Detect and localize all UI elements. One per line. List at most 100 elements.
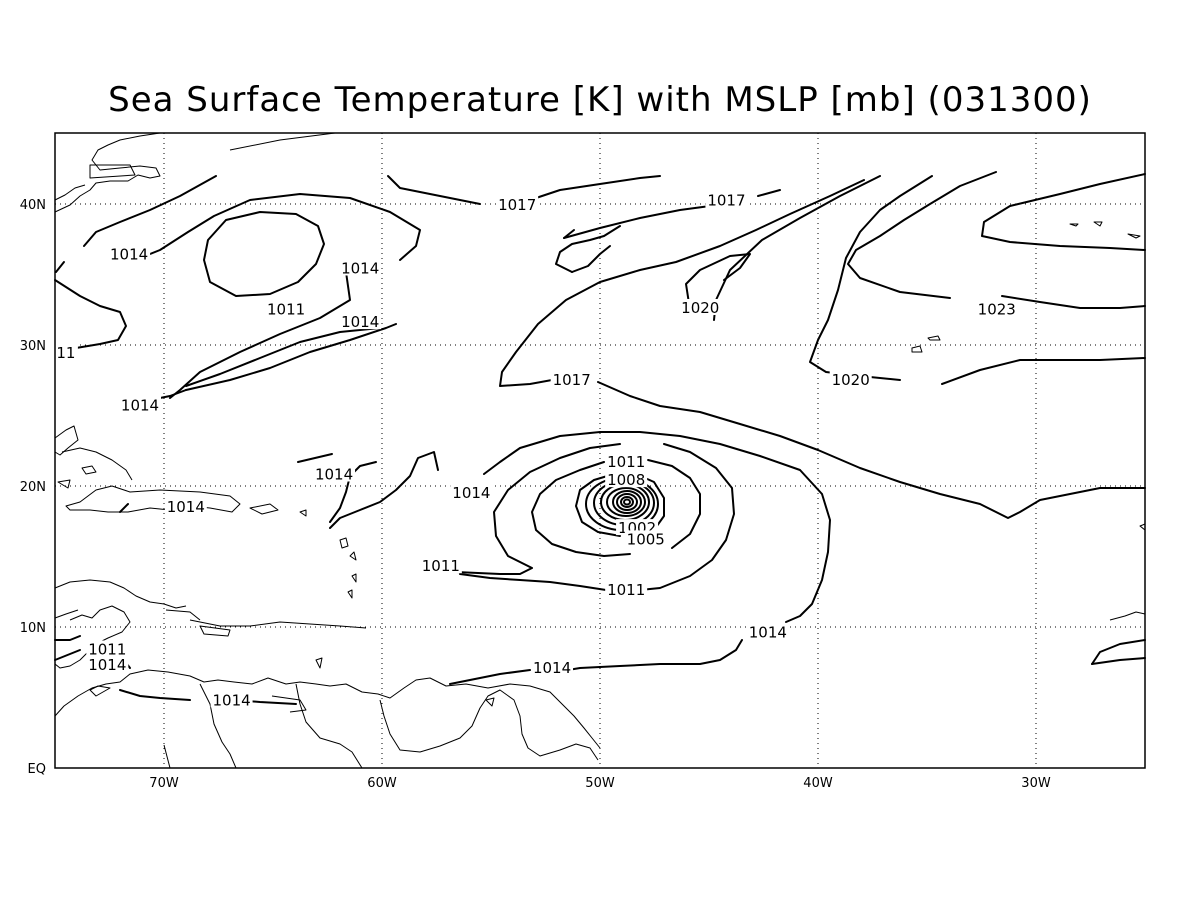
isobar-label-background (339, 259, 382, 276)
isobar-label: 1014 (313, 465, 356, 483)
isobar-label-text: 1014 (749, 624, 787, 642)
isobar-label-text: 1017 (707, 192, 745, 210)
isobar-label-background (705, 191, 748, 208)
isobar-label-background (265, 300, 308, 317)
isobar-label-text: 1014 (341, 259, 379, 277)
isobar-label: 1014 (108, 245, 151, 263)
isobar-label: 1023 (975, 300, 1018, 318)
plot-title: Sea Surface Temperature [K] with MSLP [m… (108, 80, 1092, 120)
isobar-1017 (387, 175, 481, 205)
isobar-label-text: 1011 (422, 557, 460, 575)
isobar-label-background (164, 497, 207, 514)
isobar-label: 1020 (829, 370, 872, 389)
isobar-label-background (313, 465, 356, 482)
lat-label: 10N (20, 621, 46, 636)
isobar-1023 (847, 171, 997, 299)
isobar-label: 1020 (679, 298, 722, 317)
lat-label: 20N (20, 480, 46, 495)
lat-label: 40N (20, 198, 46, 213)
isobar-label: 1014 (339, 313, 382, 331)
isobar-label: 1014 (210, 691, 253, 709)
isobar-label: 1011 (605, 581, 648, 599)
isobars (54, 171, 1146, 705)
isobar-label-background (210, 691, 253, 708)
isobar-label: 1011 (419, 557, 462, 575)
isobar-label-text: 1014 (315, 465, 353, 483)
isobar-label-background (746, 623, 789, 640)
isobar-label: 1011 (605, 452, 648, 471)
central-america-coast (54, 579, 187, 609)
longitude-labels: 70W 60W 50W 40W 30W (149, 776, 1051, 791)
isobar-label: 1014 (450, 483, 493, 502)
isobar-label-text: 1017 (498, 196, 536, 214)
latitude-labels: EQ 10N 20N 30N 40N (20, 198, 46, 777)
isobar-label: 1014 (164, 497, 207, 516)
isobar-label-background (450, 483, 493, 500)
isobar-label-background (679, 298, 722, 315)
map-frame (54, 132, 1146, 769)
isobar-label-background (829, 370, 872, 387)
isobar-1014-north (83, 175, 217, 247)
isobar-label-background (53, 344, 78, 361)
isobar-label-background (108, 245, 151, 262)
isobar-label-text: 1011 (607, 453, 645, 471)
isobar-label-text: 1014 (452, 484, 490, 502)
isobar-label: 1017 (705, 191, 748, 210)
isobar-label-background (419, 557, 462, 574)
isobar-label-text: 1014 (121, 396, 159, 414)
isobar-label-text: 1023 (978, 300, 1016, 318)
isobar-label-text: 1020 (832, 371, 870, 389)
isobar-label: 1005 (624, 530, 667, 548)
florida-coast (54, 425, 79, 456)
isobar-label-text: 1014 (110, 245, 148, 263)
isobar-label-text: 1008 (607, 471, 645, 489)
isobar-label-background (86, 655, 129, 672)
isobar-label-background (605, 471, 648, 488)
isobar-label-background (624, 530, 667, 547)
lat-label: EQ (28, 762, 46, 777)
isobar-label-background (531, 658, 574, 675)
isobar-label: 1011 (86, 640, 129, 658)
isobar-label-text: 1014 (88, 656, 126, 674)
isobar-label: 1011 (265, 300, 308, 318)
isobar-1014-central (329, 451, 439, 529)
lon-label: 40W (803, 776, 833, 791)
isobar-label-text: 1011 (88, 640, 126, 658)
north-america-coast (54, 132, 161, 213)
isobar-label: 1014 (119, 396, 162, 414)
south-america-coast (54, 669, 601, 749)
isobar-label-text: 1011 (607, 581, 645, 599)
isobar-label: 11 (53, 344, 78, 362)
isobar-label-text: 1014 (341, 313, 379, 331)
isobar-label-background (605, 452, 648, 469)
isobar-label-text: 1017 (553, 371, 591, 389)
isobar-label-background (119, 396, 162, 413)
isobar-label-background (86, 640, 129, 657)
isobar-label: 1008 (605, 471, 648, 489)
lon-label: 60W (367, 776, 397, 791)
isobar-label-text: 1014 (167, 498, 205, 516)
isobar-1011-northwest (203, 211, 325, 297)
lat-label: 30N (20, 339, 46, 354)
isobar-label-text: 11 (56, 344, 75, 362)
lon-label: 30W (1021, 776, 1051, 791)
isobar-label-background (975, 300, 1018, 317)
isobar-label: 1014 (746, 623, 789, 642)
isobar-label: 1014 (531, 658, 574, 677)
lat-lon-grid (55, 133, 1145, 768)
isobar-label-background (496, 195, 539, 212)
isobar-label: 1014 (86, 655, 129, 674)
lon-label: 70W (149, 776, 179, 791)
isobar-label-background (339, 313, 382, 330)
isobar-label-text: 1014 (533, 659, 571, 677)
lon-label: 50W (585, 776, 615, 791)
isobar-label-background (605, 581, 648, 598)
isobar-label: 1014 (339, 259, 382, 277)
isobar-label: 1017 (496, 195, 539, 214)
isobar-label: 1017 (550, 370, 593, 389)
isobar-label-text: 1011 (267, 300, 305, 318)
isobar-label-text: 1020 (681, 299, 719, 317)
isobar-label-background (550, 370, 593, 387)
